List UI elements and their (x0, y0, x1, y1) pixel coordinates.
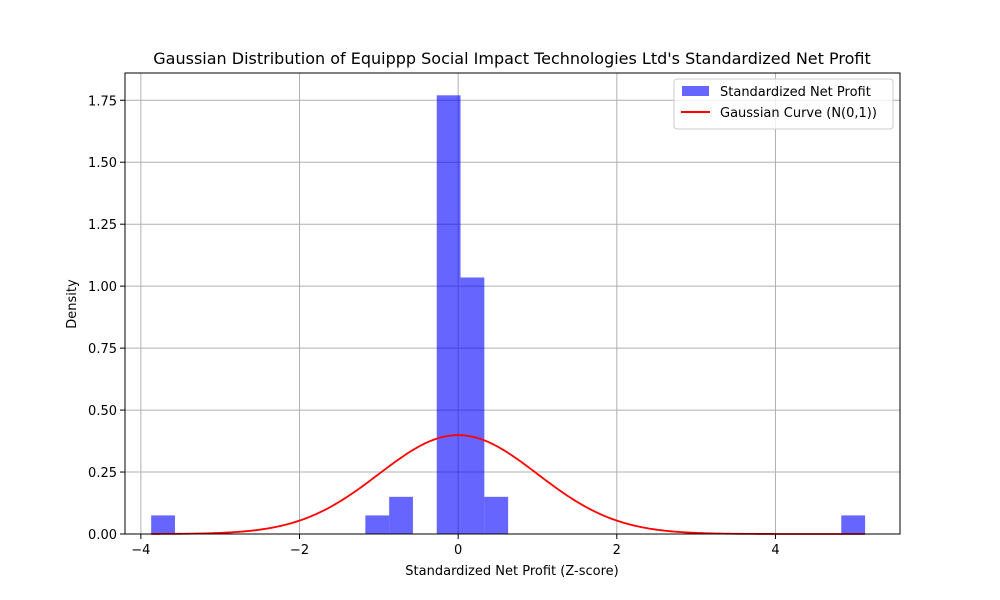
y-tick-label: 1.75 (88, 94, 117, 109)
y-tick-label: 1.50 (88, 156, 117, 171)
y-tick-label: 0.00 (88, 528, 117, 543)
legend-histogram-label: Standardized Net Profit (720, 85, 871, 100)
y-axis-ticks: 0.00 0.25 0.50 0.75 1.00 1.25 1.50 1.75 (88, 94, 125, 543)
x-tick-label: −4 (131, 543, 150, 558)
x-axis-ticks: −4 −2 0 2 4 (131, 534, 780, 558)
y-tick-label: 0.50 (88, 404, 117, 419)
y-tick-label: 0.25 (88, 466, 117, 481)
y-tick-label: 1.25 (88, 218, 117, 233)
legend-box (673, 78, 894, 130)
x-tick-label: −2 (290, 543, 309, 558)
x-axis-title: Standardized Net Profit (Z-score) (405, 564, 618, 579)
x-tick-label: 2 (613, 543, 621, 558)
x-tick-label: 4 (771, 543, 779, 558)
x-tick-label: 0 (454, 543, 462, 558)
histogram-bar (460, 277, 485, 534)
legend-curve-label: Gaussian Curve (N(0,1)) (720, 106, 877, 121)
histogram-bar (436, 95, 461, 534)
histogram-bar (365, 515, 390, 534)
histogram-bars (151, 95, 866, 534)
legend: Standardized Net Profit Gaussian Curve (… (673, 78, 894, 130)
plot-frame (124, 72, 901, 535)
chart-title: Gaussian Distribution of Equippp Social … (153, 49, 870, 68)
legend-histogram-swatch (682, 86, 709, 96)
y-axis-title: Density (65, 279, 80, 329)
histogram-bar (151, 515, 175, 534)
histogram-bar (484, 496, 509, 534)
histogram-bar (841, 515, 866, 534)
y-tick-label: 1.00 (88, 280, 117, 295)
histogram-bar (389, 496, 413, 534)
y-tick-label: 0.75 (88, 342, 117, 357)
